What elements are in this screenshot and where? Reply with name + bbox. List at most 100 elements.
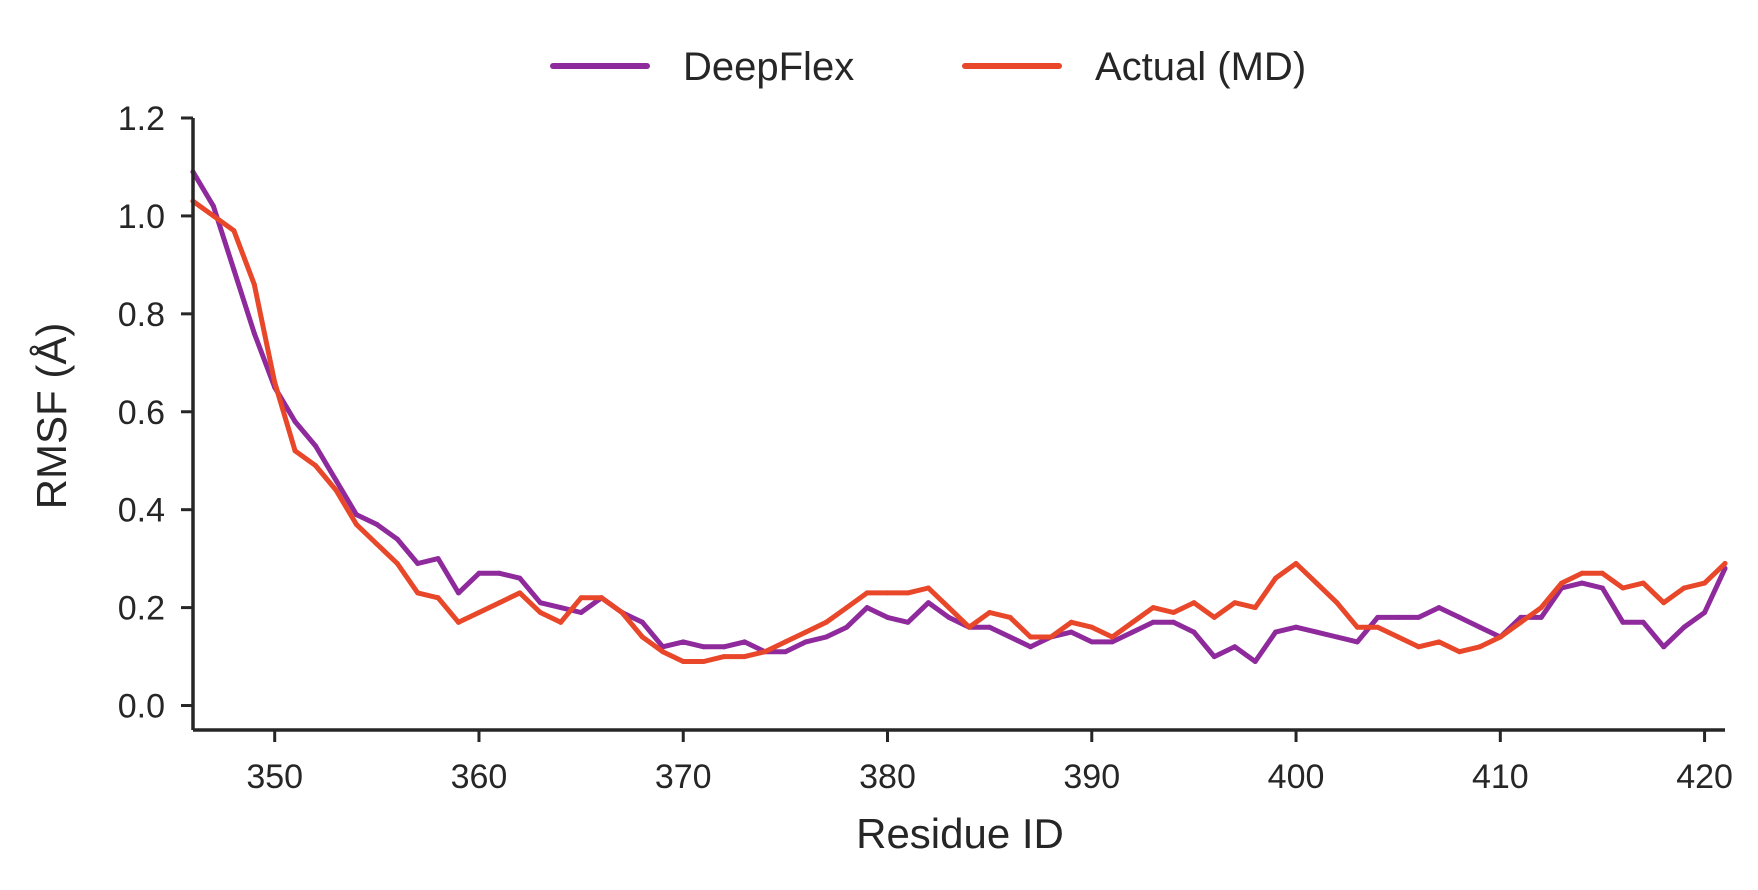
data-point <box>1191 629 1197 635</box>
data-point <box>946 614 952 620</box>
data-point <box>1252 659 1258 664</box>
data-point <box>1620 585 1626 591</box>
data-point <box>517 575 523 581</box>
data-point <box>803 639 809 645</box>
data-point <box>823 634 829 640</box>
data-point <box>1007 634 1013 640</box>
data-point <box>925 600 931 606</box>
legend-item-1: Actual (MD) <box>962 45 1306 89</box>
data-point <box>231 267 237 273</box>
data-point <box>1150 605 1156 611</box>
series-line-1 <box>190 198 1728 664</box>
data-point <box>435 556 441 562</box>
data-point <box>415 561 421 566</box>
data-point <box>1068 619 1074 625</box>
data-point <box>476 570 482 576</box>
data-point <box>599 595 604 601</box>
data-point <box>1007 614 1013 620</box>
data-point <box>210 213 216 219</box>
data-point <box>680 659 686 664</box>
data-point <box>1130 629 1136 635</box>
data-point <box>353 521 359 527</box>
data-point <box>1457 614 1462 620</box>
y-tick-label: 0.6 <box>118 394 165 432</box>
data-point <box>987 610 993 615</box>
y-tick-label: 1.2 <box>118 100 165 138</box>
x-tick-label: 360 <box>451 758 508 796</box>
data-point <box>456 590 461 596</box>
data-point <box>1395 614 1401 620</box>
data-point <box>374 521 380 527</box>
data-point <box>1681 624 1687 630</box>
data-point <box>701 644 707 650</box>
data-point <box>885 590 890 596</box>
data-point <box>1579 580 1585 586</box>
y-tick-label: 0.8 <box>118 296 165 334</box>
data-point <box>333 487 339 493</box>
data-point <box>1273 575 1279 581</box>
y-tick-label: 0.2 <box>118 590 165 628</box>
data-point <box>1232 644 1238 650</box>
legend-label: Actual (MD) <box>1095 45 1306 89</box>
data-point <box>1232 600 1238 606</box>
legend-item-0: DeepFlex <box>550 45 854 89</box>
data-point <box>1579 570 1585 576</box>
data-point <box>1395 634 1401 640</box>
data-point <box>1334 600 1340 606</box>
data-point <box>803 629 809 635</box>
data-point <box>394 536 400 542</box>
data-point <box>558 605 564 611</box>
data-point <box>394 561 400 566</box>
data-point <box>1089 639 1095 645</box>
x-tick-label: 410 <box>1472 758 1529 796</box>
data-point <box>1375 614 1381 620</box>
data-point <box>823 619 829 625</box>
data-point <box>1171 610 1176 615</box>
data-point <box>292 448 298 454</box>
data-point <box>864 590 870 596</box>
data-point <box>1538 605 1544 611</box>
y-tick-label: 0.4 <box>118 492 165 530</box>
data-point <box>578 610 584 615</box>
data-point <box>476 610 482 615</box>
data-point <box>1640 580 1646 586</box>
data-point <box>905 619 911 625</box>
data-point <box>660 649 666 655</box>
data-point <box>742 654 747 660</box>
data-point <box>1599 570 1605 576</box>
data-point <box>905 590 911 596</box>
data-point <box>987 624 993 630</box>
data-point <box>558 619 564 625</box>
data-point <box>864 605 870 611</box>
data-point <box>1416 614 1422 620</box>
data-point <box>1375 624 1381 630</box>
x-tick-label: 400 <box>1268 758 1325 796</box>
data-point <box>946 605 952 611</box>
data-point <box>1354 639 1360 645</box>
data-point <box>1702 610 1708 615</box>
x-tick-label: 390 <box>1063 758 1120 796</box>
data-point <box>1538 614 1544 620</box>
data-point <box>844 624 850 630</box>
data-point <box>1559 580 1565 586</box>
data-point <box>1150 619 1156 625</box>
data-point <box>251 330 257 336</box>
data-point <box>1314 580 1319 586</box>
data-point <box>1068 629 1074 635</box>
y-tick-label: 1.0 <box>118 198 165 236</box>
data-point <box>1477 624 1483 630</box>
data-point <box>1354 624 1360 630</box>
data-point <box>1334 634 1340 640</box>
data-point <box>639 634 645 640</box>
data-point <box>782 639 788 645</box>
data-point <box>1436 605 1442 611</box>
data-point <box>1191 600 1197 606</box>
legend: DeepFlex Actual (MD) <box>550 45 1306 89</box>
data-point <box>1089 624 1095 630</box>
data-point <box>701 659 707 664</box>
data-point <box>1497 634 1503 640</box>
data-point <box>844 605 850 611</box>
data-point <box>496 570 502 576</box>
data-point <box>210 203 216 209</box>
data-point <box>762 649 768 655</box>
